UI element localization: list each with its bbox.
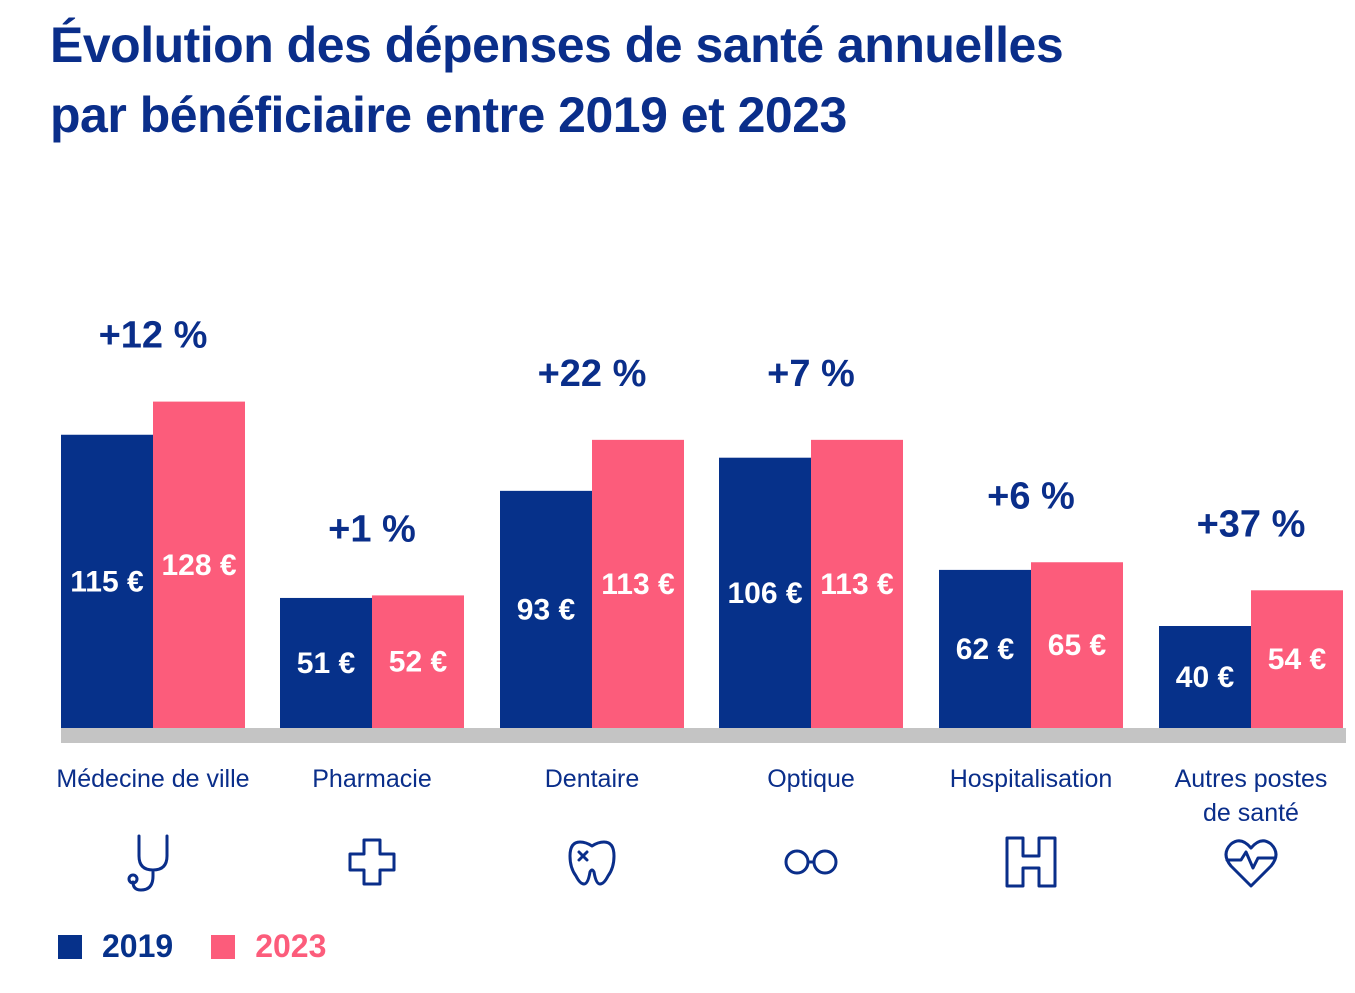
bar-2023-4 (1031, 562, 1123, 728)
bar-2019-2 (500, 490, 592, 728)
change-label-3: +7 % (767, 353, 855, 395)
data-label-2023-3: 113 € (820, 568, 894, 601)
stethoscope-icon (127, 834, 169, 892)
category-label-5-line-2: de santé (1203, 799, 1299, 827)
tooth-icon (568, 840, 616, 886)
legend-item-2023: 2023 (211, 928, 326, 965)
legend-label-2023: 2023 (255, 928, 327, 964)
data-label-2019-5: 40 € (1176, 661, 1235, 694)
heart-pulse-icon (1224, 839, 1278, 888)
bar-2019-5 (1159, 626, 1251, 728)
chart-title-line-1: Évolution des dépenses de santé annuelle… (50, 17, 1064, 73)
category-label-4: Hospitalisation (950, 765, 1113, 793)
category-label-3: Optique (767, 765, 855, 793)
bar-2023-1 (372, 595, 464, 728)
baseline-axis (61, 728, 1346, 743)
data-label-2023-1: 52 € (389, 646, 448, 679)
change-label-5: +37 % (1197, 503, 1306, 545)
legend-swatch-2019 (58, 934, 82, 959)
category-label-1: Pharmacie (312, 765, 432, 793)
chart-title-line-2: par bénéficiaire entre 2019 et 2023 (50, 87, 847, 143)
data-label-2019-4: 62 € (956, 633, 1015, 666)
bar-2023-3 (811, 439, 903, 728)
change-label-0: +12 % (99, 315, 208, 357)
bar-2019-3 (719, 457, 811, 728)
bar-2023-2 (592, 439, 684, 728)
data-label-2019-0: 115 € (70, 565, 144, 598)
data-label-2023-2: 113 € (601, 568, 675, 601)
change-label-4: +6 % (987, 475, 1075, 517)
bar-2019-0 (61, 434, 153, 728)
category-label-2: Dentaire (545, 765, 640, 793)
change-label-1: +1 % (328, 508, 416, 550)
data-label-2019-2: 93 € (517, 593, 576, 626)
category-label-0: Médecine de ville (56, 765, 249, 793)
bar-2023-0 (153, 401, 245, 728)
chart-title: Évolution des dépenses de santé annuelle… (50, 10, 1064, 150)
legend-label-2019: 2019 (102, 928, 174, 964)
legend-swatch-2023 (211, 934, 236, 959)
glasses-icon (784, 849, 838, 875)
data-label-2023-0: 128 € (161, 549, 236, 582)
change-label-2: +22 % (538, 353, 647, 395)
bar-2023-5 (1251, 590, 1343, 728)
legend: 2019 2023 (58, 928, 364, 965)
data-label-2023-4: 65 € (1048, 629, 1107, 662)
bar-2019-4 (939, 569, 1031, 728)
bar-2019-1 (280, 597, 372, 728)
hospital-icon (1005, 836, 1057, 888)
legend-item-2019: 2019 (58, 928, 173, 965)
data-label-2019-1: 51 € (297, 647, 356, 680)
data-label-2023-5: 54 € (1268, 643, 1327, 676)
cross-icon (348, 838, 396, 886)
category-label-5-line-1: Autres postes (1175, 765, 1328, 793)
data-label-2019-3: 106 € (727, 577, 802, 610)
